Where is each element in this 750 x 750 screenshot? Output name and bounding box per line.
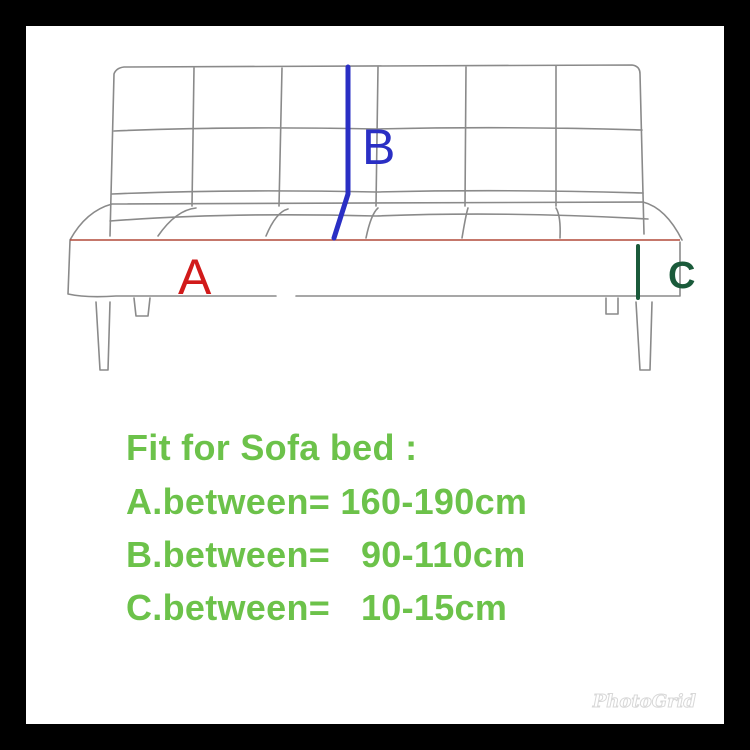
spec-a-range: A.between= 160-190cm (126, 481, 528, 522)
sofa-backrest (109, 64, 645, 237)
spec-b-range: B.between= 90-110cm (126, 534, 526, 575)
sofa-seat-front (67, 240, 277, 298)
photogrid-watermark: PhotoGrid (592, 691, 696, 713)
label-c: C (668, 255, 695, 297)
measure-line-b (331, 64, 351, 241)
label-b: B (362, 119, 395, 175)
sofa-leg-right (635, 301, 653, 371)
spec-c-range: C.between= 10-15cm (126, 587, 508, 628)
sofa-leg-left (95, 301, 111, 371)
label-a: A (178, 249, 212, 305)
sofa-diagram: A B C (67, 64, 695, 371)
fit-title: Fit for Sofa bed : (126, 427, 418, 468)
product-image: A B C Fit for Sofa bed : A.between= 160-… (26, 26, 724, 724)
